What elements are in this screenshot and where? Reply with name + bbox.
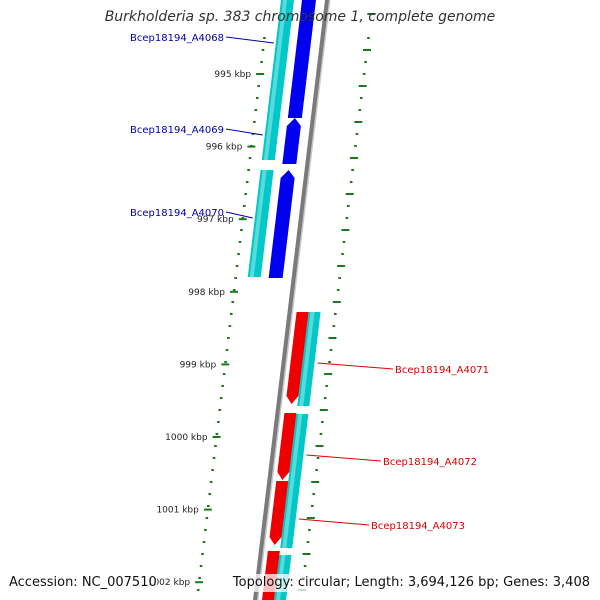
cds-reverse	[269, 481, 289, 545]
gene-label: Bcep18194_A4070	[130, 208, 224, 219]
scale-label: 999 kbp	[180, 360, 217, 370]
topology-text: Topology: circular; Length: 3,694,126 bp…	[232, 574, 590, 592]
scale-labels: 995 kbp 996 kbp 997 kbp 998 kbp 999 kbp 1000 …	[148, 70, 252, 588]
gene-bar	[280, 414, 309, 548]
cds-reverse	[286, 312, 309, 404]
cds-forward	[268, 170, 295, 278]
gene-bars	[247, 0, 321, 600]
gene-bar-highlight	[299, 312, 315, 406]
scale-label: 1000 kbp	[165, 433, 208, 443]
leader-line	[225, 128, 263, 136]
gene-labels: Bcep18194_A4068 Bcep18194_A4069 Bcep18194_…	[130, 33, 489, 532]
accession-text: Accession: NC_007510	[9, 574, 157, 592]
scale-label: 1002 kbp	[148, 578, 191, 588]
cds-forward	[287, 0, 317, 118]
scale-label: 996 kbp	[206, 143, 243, 153]
leader-line	[298, 518, 370, 526]
gene-bar	[297, 312, 321, 406]
cds-reverse	[277, 413, 297, 480]
leader-line	[225, 36, 274, 44]
backbone	[252, 0, 331, 600]
leader-line	[225, 211, 253, 219]
gene-label: Bcep18194_A4071	[395, 365, 489, 376]
gene-label: Bcep18194_A4072	[383, 457, 477, 468]
leader-line	[306, 454, 382, 462]
gene-bar-highlight	[263, 0, 288, 160]
gene-bar	[261, 0, 295, 160]
gene-label: Bcep18194_A4069	[130, 125, 224, 136]
backbone-line	[252, 0, 330, 600]
cds-forward	[282, 118, 301, 164]
map-title: Burkholderia sp. 383 chromosome 1, compl…	[104, 9, 496, 25]
gene-bar-highlight	[249, 170, 267, 277]
gene-bar-highlight	[282, 414, 303, 548]
scale-label: 997 kbp	[197, 215, 234, 225]
scale-label: 1001 kbp	[156, 506, 199, 516]
gene-label: Bcep18194_A4073	[371, 521, 465, 532]
scale-label: 995 kbp	[214, 70, 251, 80]
gene-bar	[247, 170, 274, 277]
gene-label: Bcep18194_A4068	[130, 33, 224, 44]
scale-label: 998 kbp	[188, 288, 225, 298]
tick-marks	[195, 13, 376, 591]
leader-line	[317, 362, 394, 370]
